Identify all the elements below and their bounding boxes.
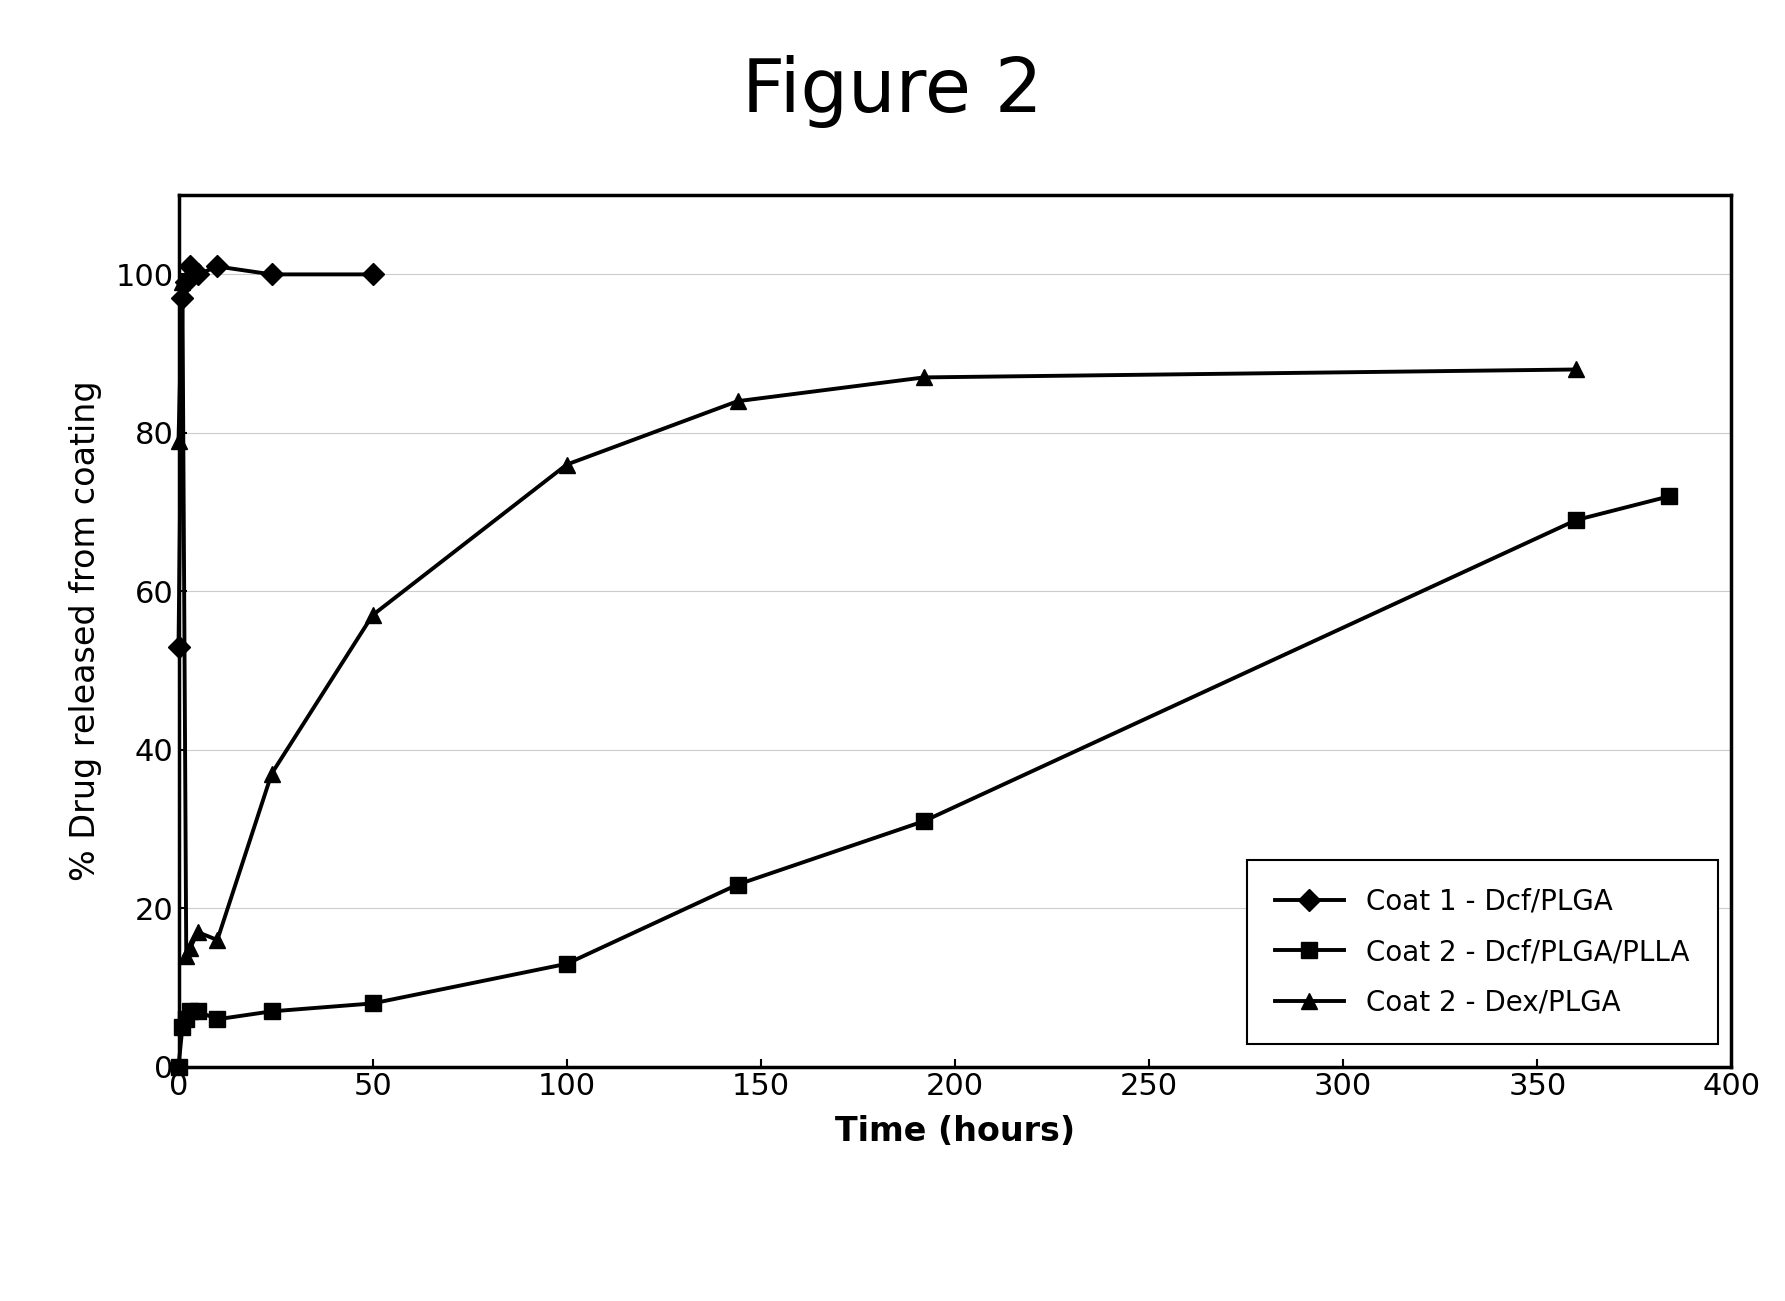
Coat 1 - Dcf/PLGA — [171, 290, 193, 306]
Coat 1 - Dcf/PLGA — [180, 259, 202, 275]
Coat 2 - Dcf/PLGA/PLLA — [914, 813, 935, 829]
Coat 2 - Dex/PLGA — [362, 608, 384, 623]
Coat 2 - Dex/PLGA — [207, 933, 228, 948]
Coat 2 - Dcf/PLGA/PLLA — [207, 1011, 228, 1026]
Coat 2 - Dex/PLGA — [168, 433, 189, 449]
Coat 2 - Dcf/PLGA/PLLA — [180, 1003, 202, 1019]
Coat 2 - Dex/PLGA — [180, 941, 202, 956]
Coat 2 - Dex/PLGA — [914, 369, 935, 385]
Legend: Coat 1 - Dcf/PLGA, Coat 2 - Dcf/PLGA/PLLA, Coat 2 - Dex/PLGA: Coat 1 - Dcf/PLGA, Coat 2 - Dcf/PLGA/PLL… — [1248, 860, 1717, 1045]
Coat 2 - Dcf/PLGA/PLLA — [175, 1011, 196, 1026]
Line: Coat 2 - Dex/PLGA: Coat 2 - Dex/PLGA — [171, 275, 1583, 964]
Coat 2 - Dcf/PLGA/PLLA — [187, 1003, 209, 1019]
Coat 1 - Dcf/PLGA — [187, 267, 209, 282]
Coat 2 - Dcf/PLGA/PLLA — [171, 1020, 193, 1036]
Line: Coat 1 - Dcf/PLGA: Coat 1 - Dcf/PLGA — [171, 259, 380, 654]
Coat 2 - Dcf/PLGA/PLLA — [726, 877, 748, 892]
Coat 2 - Dcf/PLGA/PLLA — [362, 995, 384, 1011]
Coat 2 - Dcf/PLGA/PLLA — [1565, 513, 1587, 528]
Coat 2 - Dcf/PLGA/PLLA — [1658, 488, 1680, 503]
Coat 2 - Dcf/PLGA/PLLA — [168, 1059, 189, 1075]
Coat 2 - Dcf/PLGA/PLLA — [557, 956, 578, 972]
Coat 1 - Dcf/PLGA — [207, 259, 228, 275]
Text: Figure 2: Figure 2 — [743, 55, 1042, 127]
Coat 2 - Dcf/PLGA/PLLA — [261, 1003, 282, 1019]
Y-axis label: % Drug released from coating: % Drug released from coating — [68, 381, 102, 881]
Coat 1 - Dcf/PLGA — [362, 267, 384, 282]
Coat 2 - Dex/PLGA — [261, 766, 282, 782]
X-axis label: Time (hours): Time (hours) — [835, 1115, 1075, 1147]
Coat 2 - Dex/PLGA — [175, 948, 196, 964]
Coat 1 - Dcf/PLGA — [168, 639, 189, 654]
Coat 1 - Dcf/PLGA — [175, 275, 196, 290]
Coat 2 - Dex/PLGA — [557, 457, 578, 472]
Line: Coat 2 - Dcf/PLGA/PLLA: Coat 2 - Dcf/PLGA/PLLA — [171, 489, 1676, 1075]
Coat 2 - Dex/PLGA — [171, 275, 193, 290]
Coat 2 - Dex/PLGA — [726, 393, 748, 409]
Coat 2 - Dex/PLGA — [187, 924, 209, 939]
Coat 2 - Dex/PLGA — [1565, 362, 1587, 377]
Coat 1 - Dcf/PLGA — [261, 267, 282, 282]
